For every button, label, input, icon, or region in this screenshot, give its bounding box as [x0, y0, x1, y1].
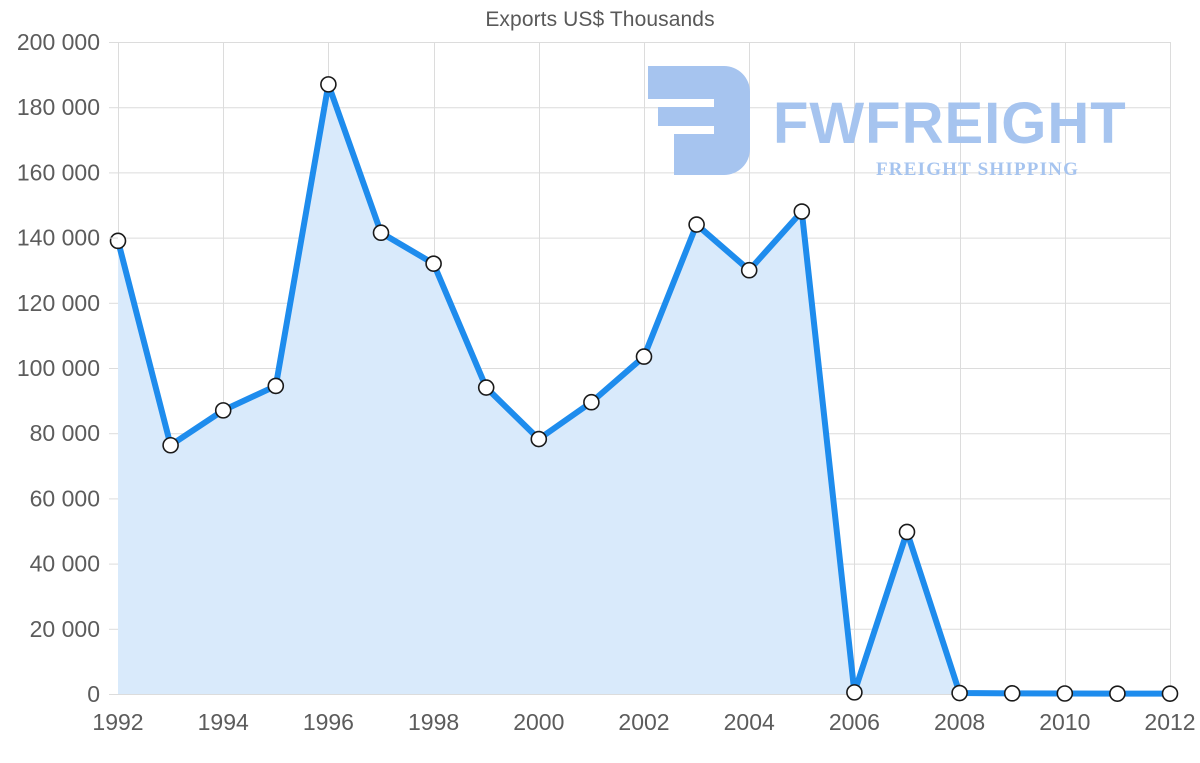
- data-point-marker[interactable]: [1056, 685, 1074, 702]
- data-point-marker[interactable]: [109, 232, 127, 250]
- data-point-marker[interactable]: [740, 261, 758, 279]
- x-axis-tick-label: 1992: [92, 709, 143, 735]
- data-point-marker[interactable]: [635, 348, 653, 365]
- data-point-marker[interactable]: [267, 377, 285, 395]
- data-point-marker[interactable]: [846, 684, 863, 701]
- data-point-marker[interactable]: [162, 436, 179, 454]
- data-point-marker[interactable]: [1161, 685, 1179, 702]
- y-axis-tick-label: 160 000: [17, 159, 100, 185]
- data-point-marker[interactable]: [530, 430, 548, 448]
- x-axis-tick-label: 2006: [829, 709, 880, 735]
- y-axis-tick-label: 60 000: [30, 485, 100, 511]
- data-point-marker[interactable]: [583, 393, 600, 411]
- data-point-marker[interactable]: [372, 224, 390, 242]
- y-axis-tick-label: 140 000: [17, 225, 100, 251]
- x-axis-tick-label: 2008: [934, 709, 985, 735]
- y-axis-tick-label: 20 000: [30, 616, 100, 642]
- data-point-marker[interactable]: [1003, 685, 1021, 702]
- data-point-marker[interactable]: [793, 203, 811, 220]
- y-axis-tick-label: 200 000: [17, 29, 100, 55]
- data-point-marker[interactable]: [688, 216, 705, 233]
- x-axis-tick-label: 2010: [1039, 709, 1090, 735]
- x-axis-tick-label: 2002: [618, 709, 669, 735]
- data-point-marker[interactable]: [214, 402, 232, 419]
- x-axis-tick-label: 1998: [408, 709, 459, 735]
- data-point-marker[interactable]: [898, 523, 916, 541]
- x-axis-tick-label: 1996: [303, 709, 354, 735]
- y-axis-tick-label: 0: [87, 681, 100, 707]
- x-axis-tick-label: 1994: [198, 709, 249, 735]
- y-axis-tick-label: 40 000: [30, 551, 100, 577]
- data-point-marker[interactable]: [477, 379, 495, 396]
- x-axis-tick-labels: 1992 1994 1996 1998 2000 2002 2004 2006 2008 2010…: [92, 709, 1195, 735]
- x-axis-tick-label: 2012: [1144, 709, 1195, 735]
- data-point-marker[interactable]: [425, 255, 442, 272]
- data-point-markers: [109, 76, 1179, 702]
- y-axis-tick-label: 180 000: [17, 94, 100, 120]
- y-axis-tick-label: 120 000: [17, 290, 100, 316]
- data-point-marker[interactable]: [1109, 685, 1126, 702]
- chart-title: Exports US$ Thousands: [485, 8, 715, 31]
- y-axis-tick-label: 80 000: [30, 420, 100, 446]
- y-axis-tick-labels: 0 20 000 40 000 60 000 80 000 100 000 120 000 1…: [17, 29, 118, 707]
- data-point-marker[interactable]: [320, 76, 337, 93]
- x-axis-tick-label: 2004: [724, 709, 775, 735]
- x-axis-tick-label: 2000: [513, 709, 564, 735]
- data-point-marker[interactable]: [951, 684, 968, 702]
- y-axis-tick-label: 100 000: [17, 355, 100, 381]
